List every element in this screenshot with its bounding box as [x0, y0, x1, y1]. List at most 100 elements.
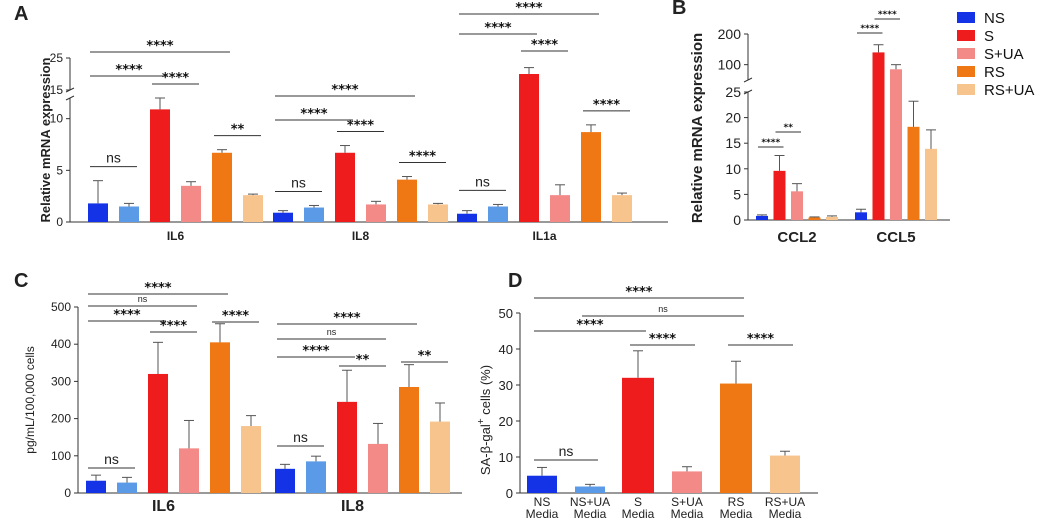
bar: [575, 486, 605, 493]
panel-label-d: D: [508, 270, 522, 292]
chart-c: 0 100 200 300 400 500 pg/mL/100,000 cells IL6 ns…: [23, 281, 462, 515]
significance-label: ****: [860, 24, 879, 34]
significance-label: ****: [747, 332, 774, 347]
significance-label: ns: [475, 173, 490, 189]
bar: [770, 455, 800, 493]
bar: [720, 383, 752, 493]
legend-label: S: [984, 28, 994, 45]
panel-label-c: C: [14, 270, 28, 292]
y-tick-label: 10: [725, 161, 741, 177]
bar: [337, 401, 357, 493]
x-tick-label: S+UA: [671, 495, 703, 509]
bar: [826, 216, 838, 220]
significance-label: ****: [531, 38, 558, 53]
x-tick-label: S: [634, 495, 642, 509]
y-tick-label: 25: [725, 84, 741, 100]
significance-label: ns: [658, 304, 668, 314]
y-tick-label: 0: [506, 486, 513, 501]
bar: [368, 443, 388, 493]
y-tick-label: 50: [499, 306, 513, 321]
bar: [304, 207, 324, 222]
significance-label: ****: [146, 39, 173, 54]
chart-b: 0 5 10 15 20 25 100 200 Relative mRNA expression…: [689, 10, 950, 246]
y-tick-label: 400: [51, 337, 71, 351]
y-tick-label: 0: [64, 486, 71, 500]
significance-label: ****: [649, 332, 676, 347]
bar: [430, 421, 450, 493]
y-axis-title: SA-β-gal+ cells (%): [476, 365, 493, 475]
axis-break-mark: [743, 77, 753, 83]
bar: [148, 373, 168, 493]
bar: [212, 152, 232, 222]
bar: [366, 204, 386, 222]
y-tick-label: 0: [56, 215, 63, 229]
y-tick-label: 10: [499, 450, 513, 465]
x-tick-label: IL8: [352, 229, 370, 243]
x-tick-label: RS: [728, 495, 745, 509]
y-axis-title: pg/mL/100,000 cells: [23, 346, 37, 453]
significance-label: **: [784, 123, 794, 133]
bar: [808, 217, 821, 220]
significance-label: ****: [162, 71, 189, 86]
y-axis-title-tail: cells (%): [478, 365, 493, 418]
bar: [150, 109, 170, 222]
y-tick-label: 5: [56, 163, 63, 177]
x-tick-label: Media: [671, 507, 704, 519]
bar: [907, 126, 920, 220]
y-tick-label: 0: [733, 212, 741, 228]
bar: [428, 204, 448, 222]
y-tick-label: 10: [50, 112, 64, 126]
y-axis-title: Relative mRNA expression: [38, 57, 53, 222]
bar: [273, 212, 293, 222]
y-tick-label: 100: [718, 57, 742, 73]
bar: [181, 185, 201, 222]
x-tick-label: CCL5: [876, 229, 915, 246]
bar: [527, 475, 557, 493]
legend-swatch: [957, 66, 975, 77]
significance-label: ns: [291, 174, 306, 190]
bar: [306, 461, 326, 493]
legend-swatch: [957, 12, 975, 23]
x-tick-label: NS: [534, 495, 551, 509]
significance-label: ****: [515, 1, 542, 16]
significance-label: ****: [222, 309, 249, 324]
y-tick-label: 500: [51, 300, 71, 314]
bar: [773, 170, 786, 220]
y-tick-label: 200: [718, 26, 742, 42]
bar: [397, 179, 417, 222]
x-tick-label: IL8: [341, 498, 364, 515]
legend-label: NS: [984, 10, 1005, 27]
significance-label: ****: [144, 281, 171, 296]
bar: [117, 482, 137, 493]
x-tick-label: RS+UA: [765, 495, 805, 509]
legend-swatch: [957, 30, 975, 41]
significance-label: ****: [347, 119, 374, 134]
significance-label: ns: [106, 150, 121, 166]
y-tick-label: 15: [50, 83, 64, 97]
significance-label: ****: [331, 83, 358, 98]
significance-label: ****: [878, 10, 897, 20]
bar: [855, 212, 867, 220]
significance-label: ****: [302, 344, 329, 359]
y-tick-label: 15: [725, 135, 741, 151]
bar: [275, 468, 295, 493]
bar: [550, 195, 570, 222]
bar: [86, 480, 106, 493]
bar: [519, 74, 539, 222]
bar: [210, 342, 230, 493]
y-tick-label: 30: [499, 378, 513, 393]
y-axis-title: Relative mRNA expression: [689, 33, 706, 223]
bar: [872, 52, 885, 221]
significance-label: ****: [300, 107, 327, 122]
bar: [335, 152, 355, 222]
significance-label: **: [356, 353, 370, 368]
significance-label: ****: [625, 285, 652, 300]
x-tick-label: IL1a: [532, 229, 556, 243]
significance-label: ****: [576, 318, 603, 333]
x-tick-label: IL6: [167, 229, 185, 243]
y-tick-label: 300: [51, 374, 71, 388]
x-tick-label: NS+UA: [570, 495, 610, 509]
